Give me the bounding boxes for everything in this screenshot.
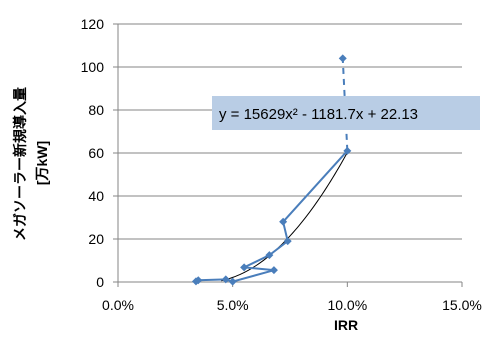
data-point-marker	[194, 276, 203, 285]
x-axis-title: IRR	[334, 317, 358, 333]
y-tick-label: 20	[88, 231, 104, 247]
data-point-marker	[338, 54, 347, 63]
y-axis-title: メガソーラー新規導入量	[12, 87, 28, 241]
equation-box	[212, 96, 480, 130]
x-tick-label: 10.0%	[327, 297, 367, 313]
tick-labels: 0 20 40 60 80 100 120 0.0% 5.0% 10.0% 15.0%	[81, 16, 482, 313]
series-line	[195, 150, 349, 283]
trendline-curve	[221, 152, 348, 282]
data-point-marker	[221, 275, 230, 284]
y-tick-label: 120	[81, 16, 105, 32]
data-point-marker	[343, 146, 352, 155]
y-tick-label: 60	[88, 145, 104, 161]
y-tick-label: 0	[96, 274, 104, 290]
data-point-marker	[279, 217, 288, 226]
y-axis-unit-text: [万kW]	[34, 141, 50, 185]
y-axis-unit: [万kW]	[34, 141, 50, 185]
trendline	[221, 152, 348, 282]
data-point-marker	[269, 266, 278, 275]
data-point-marker	[283, 237, 292, 246]
equation-label: y = 15629x² - 1181.7x + 22.13	[219, 106, 418, 123]
x-tick-label: 5.0%	[217, 297, 249, 313]
y-tick-label: 100	[81, 59, 105, 75]
data-point-marker	[265, 251, 274, 260]
equation-label-group: y = 15629x² - 1181.7x + 22.13	[212, 96, 480, 130]
axes	[113, 23, 463, 287]
data-point-marker	[240, 263, 249, 272]
gridlines	[118, 23, 462, 240]
x-tick-label: 0.0%	[102, 297, 134, 313]
y-axis-title-text: メガソーラー新規導入量	[12, 87, 28, 241]
data-series	[191, 54, 352, 286]
data-point-marker	[228, 277, 237, 286]
y-tick-label: 80	[88, 102, 104, 118]
y-tick-label: 40	[88, 188, 104, 204]
x-tick-label: 15.0%	[442, 297, 482, 313]
